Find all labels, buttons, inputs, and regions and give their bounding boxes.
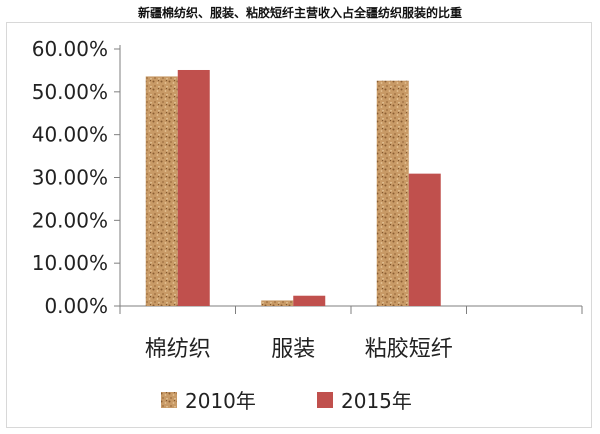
y-tick-label: 10.00% [32, 251, 108, 275]
y-tick-label: 0.00% [44, 294, 108, 318]
y-tick-label: 50.00% [32, 80, 108, 104]
bar-series-1 [145, 76, 178, 306]
legend-swatch [317, 392, 333, 408]
y-tick-label: 60.00% [32, 37, 108, 61]
chart-title: 新疆棉纺织、服装、粘胶短纤主营收入占全疆纺织服装的比重 [137, 6, 462, 20]
bar-series-2 [293, 295, 326, 306]
y-tick-label: 40.00% [32, 123, 108, 147]
x-category-label: 棉纺织 [145, 337, 211, 362]
bar-series-2 [177, 69, 210, 306]
labels-layer: 0.00% 10.00% 20.00% 30.00% 40.00% 50.00% 60.00… [32, 37, 453, 362]
legend-label: 2010年 [185, 389, 256, 413]
legend-swatch [161, 392, 177, 408]
x-category-label: 粘胶短纤 [365, 337, 453, 362]
legend: 2010年 2015年 [161, 389, 412, 413]
bar-series-2 [408, 173, 441, 306]
legend-label: 2015年 [341, 389, 412, 413]
bars-layer [145, 69, 441, 307]
chart-frame [6, 22, 592, 428]
bar-series-1 [376, 80, 409, 307]
y-tick-label: 20.00% [32, 208, 108, 232]
y-tick-label: 30.00% [32, 166, 108, 190]
x-category-label: 服装 [271, 337, 315, 362]
bar-series-1 [261, 300, 294, 306]
